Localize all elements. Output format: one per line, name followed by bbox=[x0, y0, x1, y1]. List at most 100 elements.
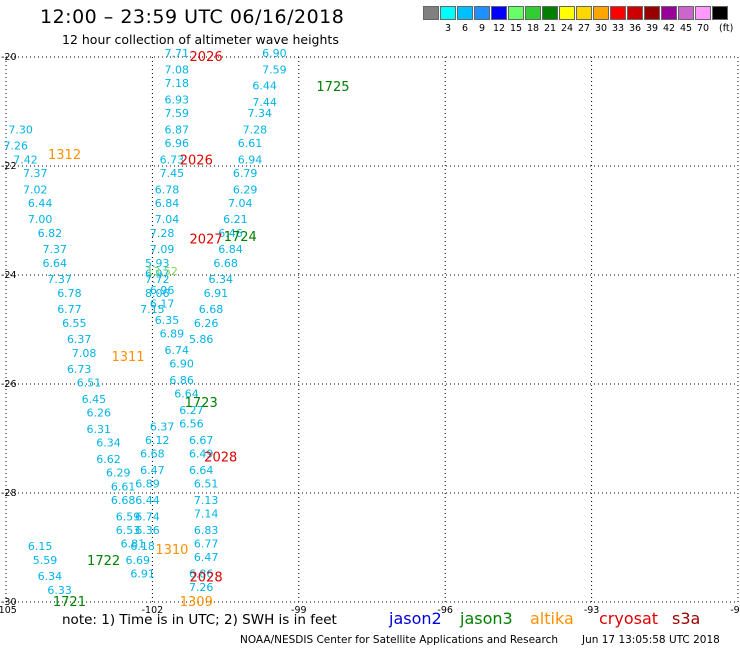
wave-height-value: 6.82 bbox=[38, 227, 63, 240]
legend-unit: (ft) bbox=[719, 23, 734, 34]
wave-height-value: 7.44 bbox=[252, 96, 277, 109]
wave-height-value: 6.37 bbox=[67, 333, 92, 346]
wave-height-value: 6.45 bbox=[82, 393, 107, 406]
legend-swatch bbox=[542, 6, 558, 20]
wave-height-value: 6.51 bbox=[194, 478, 219, 491]
lat-tick-label: -22 bbox=[1, 161, 17, 172]
lon-tick-label: -105 bbox=[0, 605, 17, 616]
wave-height-value: 6.90 bbox=[169, 358, 194, 371]
pass-time-label: 1311 bbox=[111, 350, 144, 365]
legend-swatch bbox=[695, 6, 711, 20]
wave-height-value: 6.26 bbox=[194, 317, 219, 330]
wave-height-value: 6.37 bbox=[150, 420, 175, 433]
wave-height-value: 13.52 bbox=[146, 265, 178, 278]
wave-height-value: 7.08 bbox=[165, 63, 190, 76]
footer-credit: NOAA/NESDIS Center for Satellite Applica… bbox=[240, 634, 558, 646]
wave-height-value: 6.51 bbox=[77, 377, 102, 390]
pass-time-label: 2027 bbox=[190, 233, 223, 248]
wave-height-value: 7.59 bbox=[262, 63, 287, 76]
pass-time-label: 2026 bbox=[190, 50, 223, 65]
legend-swatch bbox=[712, 6, 728, 20]
wave-height-value: 6.56 bbox=[179, 418, 204, 431]
wave-height-value: 7.15 bbox=[140, 303, 165, 316]
track-green: 13.52 bbox=[146, 265, 178, 278]
wave-height-value: 6.97 bbox=[145, 268, 170, 281]
wave-height-value: 6.47 bbox=[140, 464, 165, 477]
wave-height-value: 7.37 bbox=[47, 273, 72, 286]
wave-height-value: 6.61 bbox=[111, 480, 136, 493]
wave-height-value: 6.68 bbox=[213, 257, 238, 270]
wave-height-value: 6.18 bbox=[130, 540, 155, 553]
satellite-altika: altika bbox=[530, 609, 574, 628]
pass-time-label: 1309 bbox=[180, 595, 213, 610]
lon-tick-label: -93 bbox=[584, 605, 600, 616]
wave-height-value: 5.93 bbox=[145, 257, 170, 270]
wave-height-value: 6.29 bbox=[106, 467, 131, 480]
lon-tick-label: -102 bbox=[142, 605, 164, 616]
legend-value-label: 6 bbox=[461, 23, 469, 34]
wave-height-value: 6.35 bbox=[155, 314, 180, 327]
wave-height-value: 7.26 bbox=[4, 140, 29, 153]
lat-tick-label: -30 bbox=[1, 597, 17, 608]
wave-height-value: 6.79 bbox=[233, 167, 258, 180]
legend-value-label: 45 bbox=[679, 23, 693, 34]
lon-tick-label: -99 bbox=[291, 605, 307, 616]
wave-height-value: 6.89 bbox=[135, 478, 160, 491]
pass-time-label: 2028 bbox=[204, 451, 237, 466]
wave-height-value: 6.74 bbox=[165, 344, 190, 357]
wave-height-value: 7.09 bbox=[150, 243, 175, 256]
pass-time-label: 1312 bbox=[48, 148, 81, 163]
wave-height-value: 7.28 bbox=[243, 123, 268, 136]
wave-height-value: 6.91 bbox=[204, 287, 229, 300]
wave-height-value: 6.77 bbox=[57, 303, 82, 316]
legend-value-label: 15 bbox=[509, 23, 523, 34]
wave-height-value: 6.69 bbox=[126, 554, 151, 567]
wave-height-value: 6.64 bbox=[189, 464, 214, 477]
wave-height-value: 6.84 bbox=[155, 197, 180, 210]
satellite-s3a: s3a bbox=[672, 609, 701, 628]
wave-height-value: 6.81 bbox=[121, 538, 146, 551]
legend-swatch bbox=[593, 6, 609, 20]
legend-value-label: 27 bbox=[577, 23, 591, 34]
legend-swatch bbox=[559, 6, 575, 20]
map-title: 12:00 – 23:59 UTC 06/16/2018 bbox=[40, 6, 345, 28]
wave-height-value: 6.47 bbox=[194, 551, 219, 564]
wave-height-value: 6.27 bbox=[179, 404, 204, 417]
wave-height-value: 6.86 bbox=[189, 567, 214, 580]
lat-tick-label: -26 bbox=[1, 379, 17, 390]
pass-time-label: 1722 bbox=[87, 554, 120, 569]
pass-time-label: 1725 bbox=[316, 80, 349, 95]
legend-value-label: 30 bbox=[594, 23, 608, 34]
track-1312-1311: 7.307.267.427.377.026.447.006.827.376.64… bbox=[4, 123, 155, 580]
wave-height-value: 6.73 bbox=[67, 363, 92, 376]
legend-value-label: 12 bbox=[492, 23, 506, 34]
wave-height-value: 6.73 bbox=[160, 153, 185, 166]
wave-height-value: 6.34 bbox=[38, 570, 63, 583]
wave-height-value: 6.86 bbox=[169, 374, 194, 387]
wave-height-value: 6.44 bbox=[135, 494, 160, 507]
legend-value-label: 42 bbox=[662, 23, 676, 34]
wave-height-value: 7.14 bbox=[194, 508, 219, 521]
track-2028: 6.376.126.68 6.476.89 6.44 6.746.36 6.18 bbox=[130, 420, 174, 553]
legend-swatch bbox=[491, 6, 507, 20]
wave-height-value: 6.21 bbox=[223, 213, 248, 226]
wave-height-value: 7.02 bbox=[23, 183, 48, 196]
wave-height-value: 6.68 bbox=[199, 303, 224, 316]
legend-value-label: 24 bbox=[560, 23, 574, 34]
pass-time-label: 1724 bbox=[224, 230, 257, 245]
wave-height-value: 6.78 bbox=[57, 287, 82, 300]
track-1725-1724: 6.90 7.59 6.44 7.447.34 7.286.61 6.946.79 6.29… bbox=[189, 47, 287, 346]
wave-height-value: 6.31 bbox=[86, 423, 111, 436]
wave-height-value: 6.64 bbox=[43, 257, 68, 270]
pass-time-label: 1721 bbox=[53, 595, 86, 610]
lat-tick-label: -28 bbox=[1, 488, 17, 499]
wave-height-value: 6.62 bbox=[96, 453, 121, 466]
wave-height-value: 6.29 bbox=[233, 183, 258, 196]
wave-height-value: 6.91 bbox=[130, 567, 155, 580]
wave-height-value: 6.90 bbox=[262, 47, 287, 60]
legend-value-label: 36 bbox=[628, 23, 642, 34]
wave-height-value: 6.17 bbox=[150, 298, 175, 311]
pass-time-label: 1723 bbox=[185, 396, 218, 411]
